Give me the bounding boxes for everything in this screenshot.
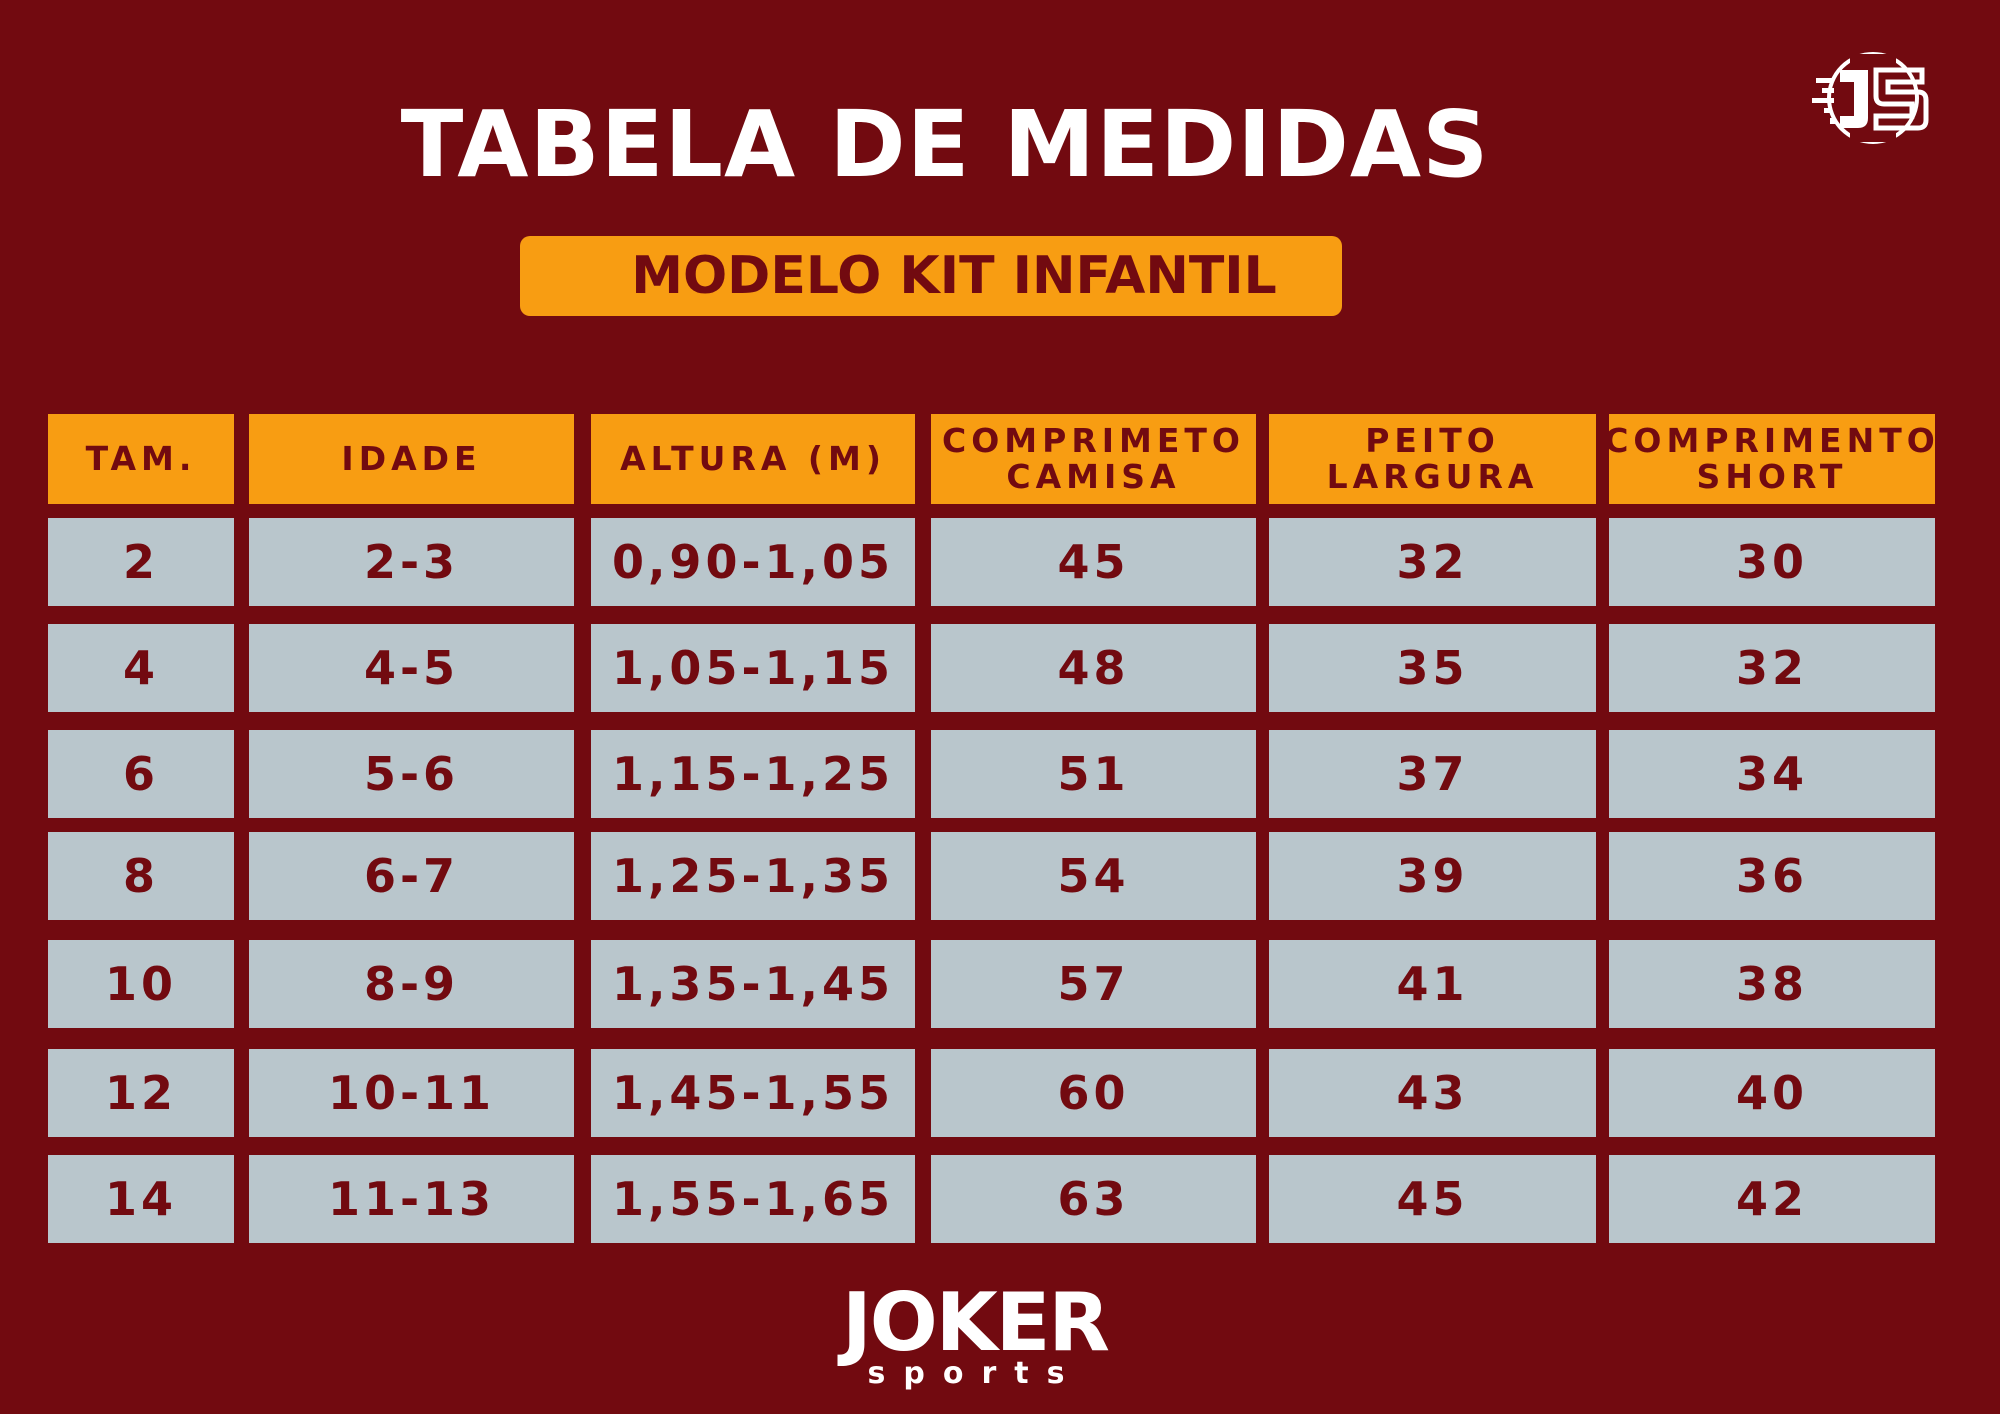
table-cell: 10-11 [249,1049,574,1137]
table-cell: 2-3 [249,518,574,606]
table-cell: 0,90-1,05 [591,518,915,606]
js-logo-icon [1812,52,1929,144]
table-cell: 41 [1269,940,1596,1028]
table-header-cell: COMPRIMENTO SHORT [1604,414,1935,504]
table-cell: 42 [1609,1155,1935,1243]
table-cell: 6 [48,730,234,818]
table-cell: 37 [1269,730,1596,818]
table-cell: 32 [1269,518,1596,606]
table-cell: 43 [1269,1049,1596,1137]
table-cell: 63 [931,1155,1256,1243]
table-cell: 12 [48,1049,234,1137]
table-cell: 1,35-1,45 [591,940,915,1028]
brand-logo-name: JOKER [841,1276,1110,1369]
table-cell: 30 [1609,518,1935,606]
table-cell: 51 [931,730,1256,818]
table-cell: 6-7 [249,832,574,920]
brand-logo-tagline: sports [867,1356,1083,1391]
table-header-cell: ALTURA (M) [591,414,915,504]
table-cell: 1,55-1,65 [591,1155,915,1243]
table-cell: 48 [931,624,1256,712]
table-header-cell: PEITO LARGURA [1269,414,1596,504]
table-header-cell: TAM. [48,414,234,504]
table-cell: 5-6 [249,730,574,818]
table-header-cell: COMPRIMETO CAMISA [931,414,1256,504]
table-cell: 32 [1609,624,1935,712]
table-cell: 2 [48,518,234,606]
table-cell: 54 [931,832,1256,920]
table-cell: 1,05-1,15 [591,624,915,712]
table-cell: 39 [1269,832,1596,920]
table-cell: 8-9 [249,940,574,1028]
table-cell: 40 [1609,1049,1935,1137]
table-cell: 36 [1609,832,1935,920]
page-title: TABELA DE MEDIDAS [400,91,1490,198]
table-cell: 1,25-1,35 [591,832,915,920]
table-cell: 4 [48,624,234,712]
subtitle-banner [520,236,1342,316]
subtitle: MODELO KIT INFANTIL [631,246,1277,306]
table-cell: 10 [48,940,234,1028]
table-header-cell: IDADE [249,414,574,504]
table-cell: 60 [931,1049,1256,1137]
table-cell: 45 [931,518,1256,606]
table-cell: 35 [1269,624,1596,712]
table-cell: 1,15-1,25 [591,730,915,818]
table-cell: 14 [48,1155,234,1243]
table-cell: 38 [1609,940,1935,1028]
table-cell: 34 [1609,730,1935,818]
table-cell: 4-5 [249,624,574,712]
table-cell: 57 [931,940,1256,1028]
table-cell: 1,45-1,55 [591,1049,915,1137]
table-cell: 8 [48,832,234,920]
table-cell: 11-13 [249,1155,574,1243]
table-cell: 45 [1269,1155,1596,1243]
